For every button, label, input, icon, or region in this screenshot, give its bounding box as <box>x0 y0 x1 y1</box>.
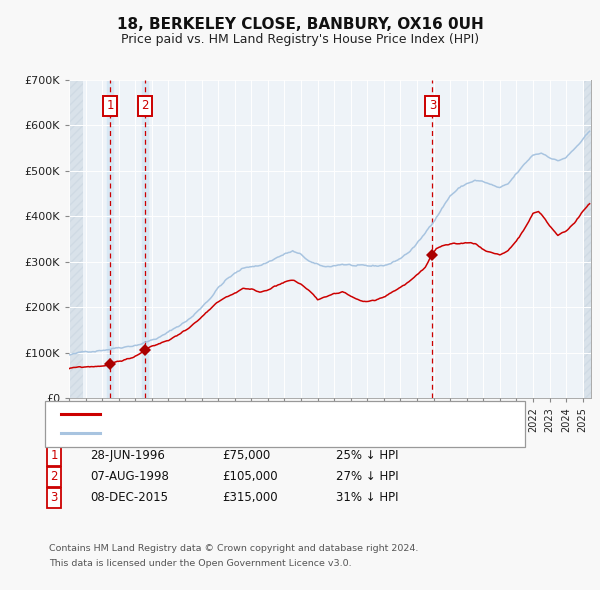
Text: £75,000: £75,000 <box>222 449 270 462</box>
Text: Contains HM Land Registry data © Crown copyright and database right 2024.: Contains HM Land Registry data © Crown c… <box>49 544 419 553</box>
Text: 2: 2 <box>142 99 149 112</box>
Bar <box>69 80 83 398</box>
Text: 2: 2 <box>50 470 58 483</box>
Text: 18, BERKELEY CLOSE, BANBURY, OX16 0UH (detached house): 18, BERKELEY CLOSE, BANBURY, OX16 0UH (d… <box>107 409 445 419</box>
Text: HPI: Average price, detached house, Cherwell: HPI: Average price, detached house, Cher… <box>107 428 357 438</box>
Text: 3: 3 <box>50 491 58 504</box>
Bar <box>584 80 591 398</box>
Text: Price paid vs. HM Land Registry's House Price Index (HPI): Price paid vs. HM Land Registry's House … <box>121 33 479 46</box>
Text: This data is licensed under the Open Government Licence v3.0.: This data is licensed under the Open Gov… <box>49 559 352 568</box>
Text: 1: 1 <box>107 99 114 112</box>
Text: 08-DEC-2015: 08-DEC-2015 <box>90 491 168 504</box>
Text: 28-JUN-1996: 28-JUN-1996 <box>90 449 165 462</box>
Text: 1: 1 <box>50 449 58 462</box>
Text: 31% ↓ HPI: 31% ↓ HPI <box>336 491 398 504</box>
Text: £315,000: £315,000 <box>222 491 278 504</box>
Text: 3: 3 <box>429 99 436 112</box>
Text: 25% ↓ HPI: 25% ↓ HPI <box>336 449 398 462</box>
Text: 07-AUG-1998: 07-AUG-1998 <box>90 470 169 483</box>
Bar <box>107 80 113 398</box>
Text: 27% ↓ HPI: 27% ↓ HPI <box>336 470 398 483</box>
Bar <box>142 80 148 398</box>
Text: 18, BERKELEY CLOSE, BANBURY, OX16 0UH: 18, BERKELEY CLOSE, BANBURY, OX16 0UH <box>116 17 484 31</box>
Text: £105,000: £105,000 <box>222 470 278 483</box>
